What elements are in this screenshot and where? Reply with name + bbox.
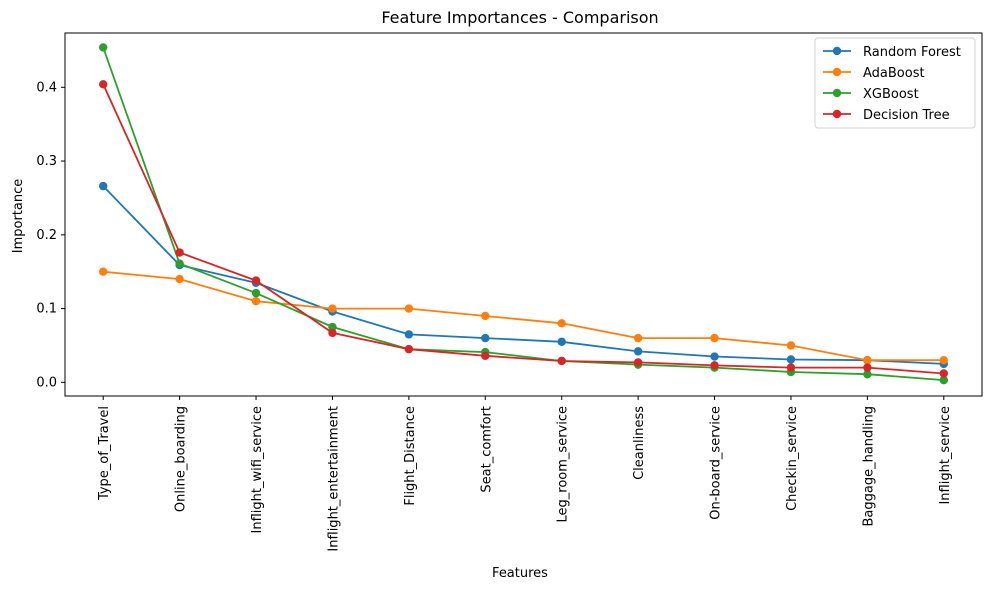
data-point — [863, 370, 872, 379]
data-point — [863, 356, 872, 365]
x-tick-label: Baggage_handling — [861, 406, 876, 527]
data-point — [175, 274, 184, 284]
data-point — [175, 248, 184, 257]
x-tick-label: Online_boarding — [174, 406, 189, 512]
legend-item: Random Forest — [823, 45, 961, 60]
series-adaboost — [99, 267, 948, 365]
data-point — [863, 363, 872, 372]
series-layer — [99, 43, 948, 385]
y-tick-label: 0.4 — [36, 80, 57, 95]
data-point — [99, 181, 108, 191]
data-point — [557, 319, 566, 328]
data-point — [939, 356, 948, 365]
x-tick-label: Type_of_Travel — [97, 406, 112, 501]
data-point — [481, 311, 490, 321]
data-point — [786, 363, 796, 372]
legend: Random Forest AdaBoost XGBoost Decision Tre… — [814, 37, 976, 129]
x-axis-label: Features — [492, 566, 548, 581]
legend-marker — [832, 88, 842, 98]
data-point — [328, 328, 337, 338]
legend-label: AdaBoost — [863, 66, 925, 81]
x-tick-label: Inflight_wifi_service — [250, 406, 265, 533]
data-point — [328, 304, 337, 313]
data-point — [251, 276, 261, 285]
data-point — [939, 369, 948, 378]
data-point — [786, 355, 796, 364]
data-point — [939, 375, 948, 385]
data-point — [481, 333, 490, 343]
x-tick-label: Inflight_entertainment — [326, 406, 341, 552]
data-point — [175, 259, 184, 268]
data-point — [404, 344, 414, 354]
y-tick-label: 0.2 — [36, 228, 57, 243]
x-tick-label: On-board_service — [709, 406, 724, 520]
y-axis-label: Importance — [11, 179, 26, 254]
data-point — [557, 356, 566, 366]
data-point — [99, 267, 108, 276]
x-tick-label: Cleanliness — [632, 406, 647, 480]
data-point — [404, 330, 414, 339]
data-point — [251, 288, 261, 298]
data-point — [557, 337, 566, 346]
series-line — [102, 83, 944, 375]
data-point — [786, 341, 796, 350]
legend-marker — [832, 109, 842, 119]
data-point — [710, 333, 719, 343]
legend-item: AdaBoost — [823, 66, 925, 81]
data-point — [328, 322, 337, 332]
data-point — [99, 80, 108, 89]
legend-item: XGBoost — [823, 87, 919, 102]
data-point — [633, 358, 643, 367]
series-line — [103, 270, 944, 362]
y-tick-label: 0.3 — [36, 154, 57, 169]
data-point — [404, 304, 414, 313]
x-tick-label: Checkin_service — [785, 406, 800, 511]
x-tick-label: Leg_room_service — [556, 406, 571, 522]
legend-box — [814, 37, 976, 129]
series-line — [102, 185, 944, 365]
data-point — [481, 351, 490, 360]
y-tick-label: 0.1 — [36, 302, 57, 317]
data-point — [633, 333, 643, 343]
data-point — [99, 43, 108, 52]
series-decision-tree — [99, 80, 948, 378]
legend-label: Decision Tree — [863, 108, 950, 123]
data-point — [710, 361, 719, 370]
legend-item: Decision Tree — [823, 108, 950, 123]
y-tick-label: 0.0 — [36, 375, 57, 390]
series-line — [102, 47, 944, 381]
x-axis: Type_of_Travel Online_boarding Inflight_wi… — [97, 396, 953, 552]
data-point — [710, 352, 719, 361]
x-tick-label: Inflight_service — [938, 406, 953, 505]
data-point — [251, 297, 261, 306]
x-tick-label: Seat_comfort — [479, 406, 494, 493]
legend-marker — [832, 67, 842, 77]
legend-label: Random Forest — [863, 45, 961, 60]
x-tick-label: Flight_Distance — [403, 406, 418, 506]
data-point — [633, 347, 643, 356]
chart-title: Feature Importances - Comparison — [381, 8, 658, 27]
legend-label: XGBoost — [863, 87, 919, 102]
legend-marker — [832, 46, 842, 56]
y-axis: 0.0 0.1 0.2 0.3 0.4 — [36, 80, 65, 390]
